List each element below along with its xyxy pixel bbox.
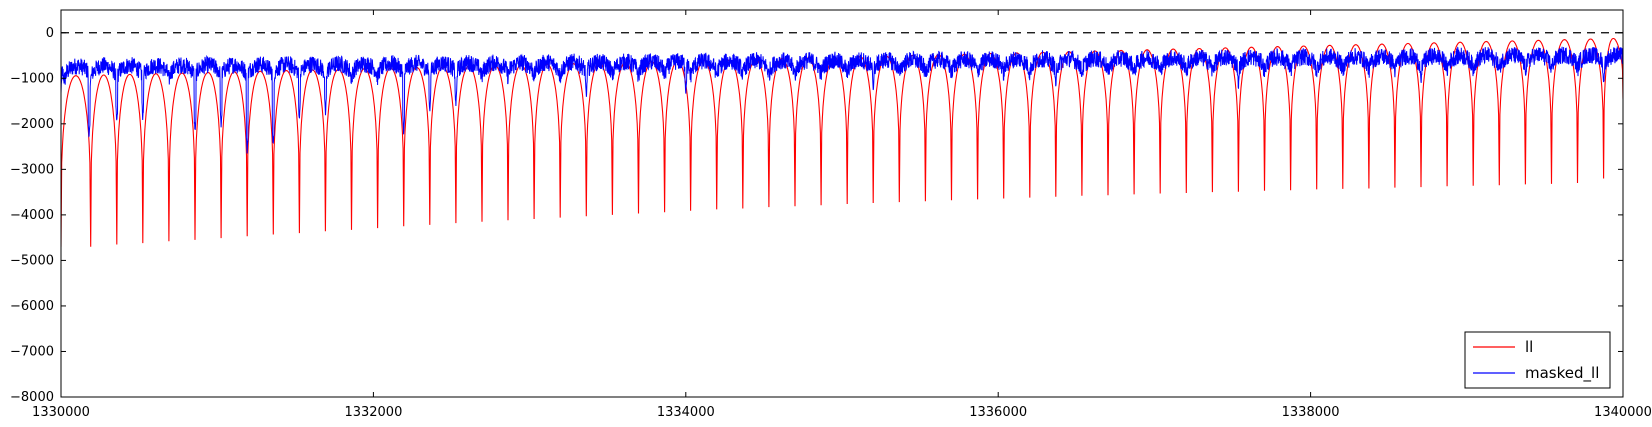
legend-label-ll: ll <box>1525 338 1533 356</box>
y-tick-label: −4000 <box>10 208 54 223</box>
x-tick-label: 1334000 <box>657 405 715 420</box>
x-tick-label: 1338000 <box>1282 405 1340 420</box>
legend-frame <box>1464 331 1611 389</box>
y-tick-label: −6000 <box>10 299 54 314</box>
y-tick-label: −8000 <box>10 390 54 405</box>
x-tick-label: 1340000 <box>1594 405 1652 420</box>
y-tick-label: −2000 <box>10 117 54 132</box>
y-tick-label: −1000 <box>10 71 54 86</box>
y-tick-label: −7000 <box>10 344 54 359</box>
x-tick-label: 1336000 <box>969 405 1027 420</box>
y-tick-label: −3000 <box>10 162 54 177</box>
legend: ll masked_ll <box>1464 331 1611 389</box>
plot-frame <box>60 9 1624 398</box>
y-tick-label: 0 <box>46 26 54 41</box>
x-tick-label: 1332000 <box>344 405 402 420</box>
series-ll-line <box>61 37 1623 247</box>
y-tick-label: −5000 <box>10 253 54 268</box>
legend-label-masked-ll: masked_ll <box>1525 364 1599 383</box>
x-tick-label: 1330000 <box>32 405 90 420</box>
series-masked-ll-line <box>61 46 1623 154</box>
